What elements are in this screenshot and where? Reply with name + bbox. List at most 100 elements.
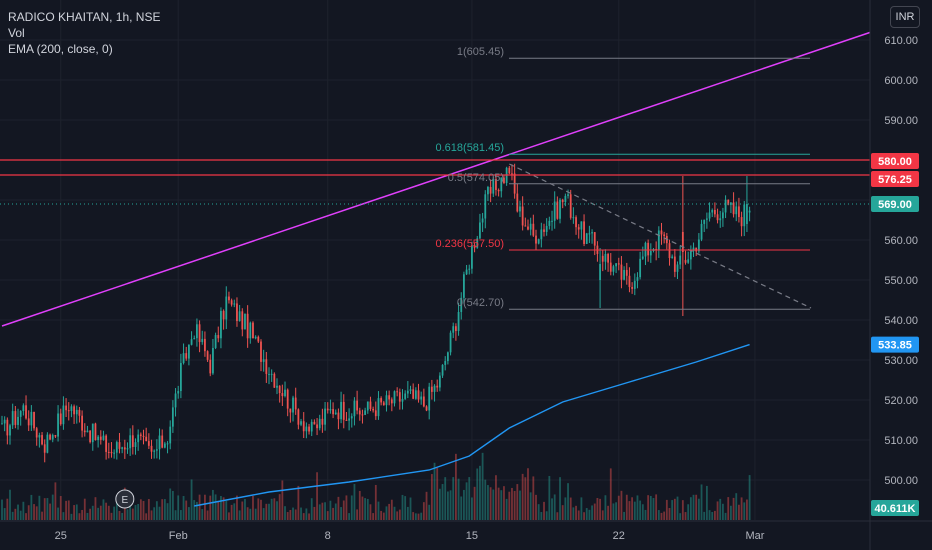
candle-body (428, 386, 431, 411)
volume-bar (681, 500, 684, 520)
candle-body (500, 177, 503, 192)
volume-bar (748, 475, 751, 520)
candle-body (521, 206, 524, 226)
candle-body (220, 310, 222, 339)
candle-body (449, 332, 452, 353)
volume-bar (273, 498, 276, 520)
volume-bar (99, 505, 102, 520)
candle-body (27, 418, 30, 426)
candle-body (278, 385, 281, 394)
volume-bar (278, 494, 281, 520)
volume-bar (249, 508, 252, 520)
volume-bar (655, 494, 658, 520)
candle-body (516, 193, 519, 212)
volume-bar (153, 507, 156, 520)
volume-bar (508, 491, 511, 520)
candle-body (471, 245, 473, 269)
candle-body (147, 441, 150, 446)
candle-body (738, 206, 740, 218)
volume-bar (260, 499, 262, 520)
volume-bar (289, 509, 292, 520)
candle-body (262, 359, 265, 362)
candle-body (420, 396, 423, 400)
candle-body (185, 353, 188, 359)
candle-body (441, 364, 444, 376)
candle-body (732, 202, 735, 215)
volume-bar (575, 505, 577, 520)
candle-body (179, 363, 182, 392)
volume-bar (457, 478, 460, 520)
candle-body (551, 220, 553, 222)
volume-bar (382, 512, 385, 520)
candle-body (51, 435, 54, 440)
candle-body (679, 255, 682, 265)
candle-body (692, 247, 695, 252)
candle-body (300, 421, 302, 425)
volume-bar (342, 500, 345, 520)
legend-ema[interactable]: EMA (200, close, 0) (8, 42, 113, 56)
candle-body (527, 226, 529, 230)
candle-body (564, 195, 567, 203)
candle-body (567, 194, 569, 196)
candle-body (35, 428, 38, 438)
candle-body (155, 449, 158, 451)
volume-bar (433, 462, 436, 520)
candle-body (719, 218, 722, 221)
volume-bar (409, 497, 412, 520)
candle-body (543, 229, 545, 232)
volume-bar (361, 496, 364, 520)
volume-bar (551, 498, 553, 520)
volume-bar (14, 508, 17, 520)
volume-bar (284, 506, 286, 520)
candle-body (585, 233, 588, 244)
candle-body (569, 194, 572, 218)
volume-bar (738, 504, 740, 520)
volume-bar (254, 508, 257, 520)
candle-body (636, 277, 639, 281)
candle-body (620, 264, 623, 280)
fib-level-label: 0.618(581.45) (436, 142, 505, 154)
earnings-marker-icon (115, 489, 135, 509)
price-label-text: 533.85 (878, 340, 912, 352)
candle-body (230, 300, 233, 305)
volume-bar (41, 511, 43, 520)
volume-bar (321, 502, 324, 520)
currency-button[interactable]: INR (890, 6, 920, 28)
volume-bar (65, 500, 67, 520)
candle-body (59, 413, 62, 425)
volume-bar (118, 510, 121, 520)
volume-bar (11, 511, 14, 520)
volume-bar (473, 486, 476, 520)
volume-bar (471, 497, 473, 520)
legend-symbol[interactable]: RADICO KHAITAN, 1h, NSE (8, 10, 161, 24)
volume-bar (75, 504, 78, 520)
volume-bar (324, 502, 326, 520)
candle-body (99, 436, 102, 440)
volume-bar (318, 504, 321, 520)
candle-body (142, 435, 145, 437)
candle-body (252, 322, 254, 339)
candle-body (169, 426, 172, 444)
candle-body (316, 424, 318, 429)
candle-body (657, 230, 660, 250)
volume-bar (396, 511, 399, 520)
volume-bar (484, 479, 487, 520)
volume-bar (561, 505, 564, 520)
candle-body (241, 311, 244, 330)
volume-bar (398, 509, 401, 520)
candle-body (559, 199, 561, 219)
volume-bar (607, 505, 609, 520)
legend-volume[interactable]: Vol (8, 26, 25, 40)
candle-body (663, 234, 666, 237)
volume-bar (236, 495, 238, 520)
candle-body (487, 186, 489, 195)
candle-body (748, 210, 751, 213)
candle-body (324, 408, 326, 425)
candle-body (286, 389, 289, 409)
candle-body (292, 397, 294, 413)
ema-line (194, 343, 750, 507)
price-tick-label: 560.00 (884, 235, 918, 247)
volume-bar (689, 497, 692, 520)
